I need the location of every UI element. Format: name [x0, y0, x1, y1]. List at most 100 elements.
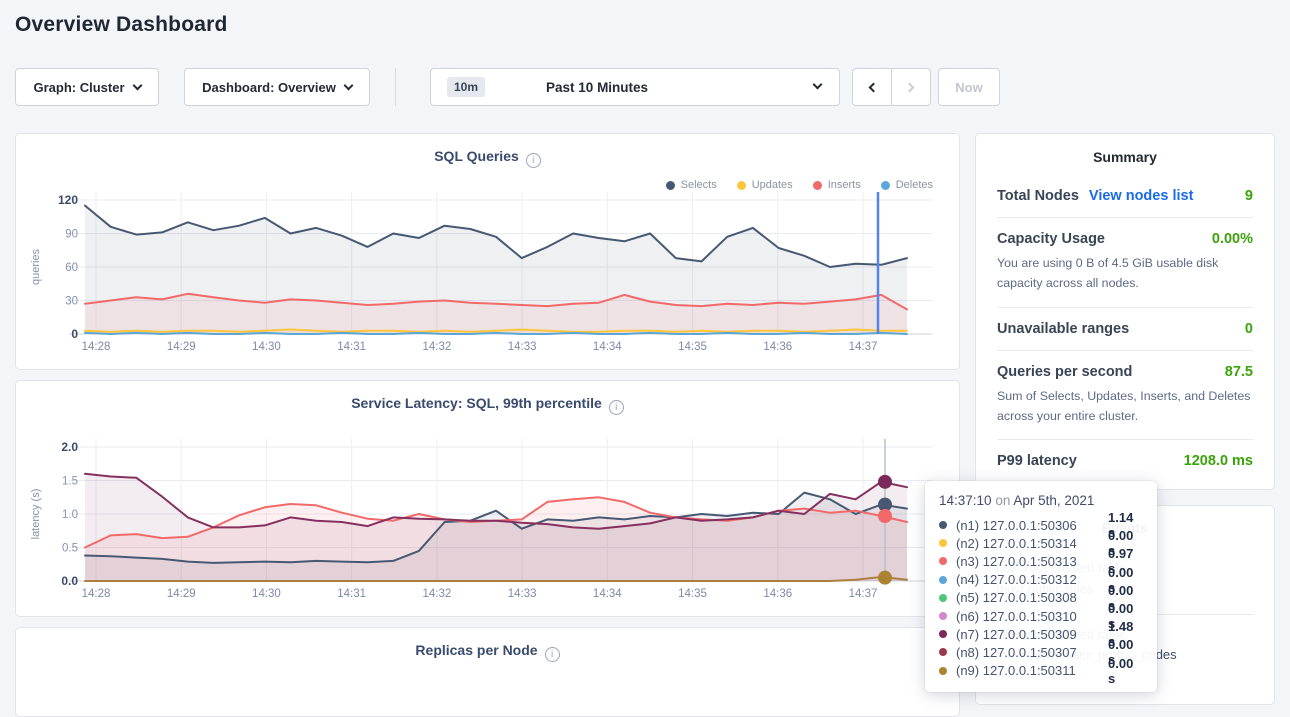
svg-text:14:29: 14:29 [167, 341, 196, 353]
chevron-left-icon [869, 82, 879, 92]
summary-value: 87.5 [1225, 364, 1253, 380]
svg-text:1.5: 1.5 [62, 476, 78, 488]
replicas-per-node-title: Replicas per Node i [16, 628, 959, 662]
node-color-dot [939, 539, 947, 547]
time-prev-button[interactable] [852, 68, 892, 106]
toolbar: Graph: Cluster Dashboard: Overview 10m P… [0, 68, 1290, 106]
summary-caption: You are using 0 B of 4.5 GiB usable disk… [997, 254, 1253, 294]
tooltip-node-label: (n7) 127.0.0.1:50309 [956, 627, 1108, 642]
svg-text:14:34: 14:34 [593, 341, 622, 353]
svg-text:14:28: 14:28 [82, 341, 111, 353]
time-range-label: Past 10 Minutes [546, 80, 648, 95]
sql-queries-chart-canvas[interactable]: 0 30 60 90 120 14:28 14:29 14:30 14:31 14:32 14:33… [16, 134, 959, 369]
chevron-down-icon [132, 80, 142, 90]
graph-dropdown[interactable]: Graph: Cluster [15, 68, 159, 106]
svg-text:2.0: 2.0 [61, 440, 78, 454]
service-latency-panel: Service Latency: SQL, 99th percentilei 0… [15, 380, 960, 617]
tooltip-node-label: (n2) 127.0.0.1:50314 [956, 536, 1108, 551]
svg-text:latency (s): latency (s) [30, 489, 42, 540]
summary-rows: Total Nodes View nodes list 9 Capacity Usag… [976, 165, 1274, 482]
tooltip-node-label: (n5) 127.0.0.1:50308 [956, 590, 1108, 605]
svg-text:0.0: 0.0 [61, 574, 78, 588]
svg-text:14:30: 14:30 [252, 588, 281, 600]
svg-text:14:34: 14:34 [593, 588, 622, 600]
chart-hover-tooltip: 14:37:10 on Apr 5th, 2021 (n1) 127.0.0.1… [925, 481, 1157, 692]
svg-text:0: 0 [71, 327, 78, 341]
page-title: Overview Dashboard [15, 13, 228, 37]
svg-text:60: 60 [65, 262, 78, 274]
summary-value: 9 [1245, 188, 1253, 204]
toolbar-divider [395, 68, 396, 106]
view-nodes-list-link[interactable]: View nodes list [1089, 188, 1194, 204]
node-color-dot [939, 648, 947, 656]
summary-row: Queries per second 87.5 Sum of Selects, Up… [997, 350, 1253, 440]
svg-text:14:30: 14:30 [252, 341, 281, 353]
summary-label: Total Nodes [997, 188, 1079, 204]
svg-text:14:33: 14:33 [508, 341, 537, 353]
replicas-per-node-panel: Replicas per Node i [15, 627, 960, 717]
svg-text:14:36: 14:36 [763, 341, 792, 353]
chevron-down-icon [343, 80, 353, 90]
svg-text:14:29: 14:29 [167, 588, 196, 600]
chevron-right-icon [905, 82, 915, 92]
svg-text:1.0: 1.0 [62, 509, 78, 521]
chevron-down-icon [813, 80, 823, 90]
tooltip-node-label: (n1) 127.0.0.1:50306 [956, 518, 1108, 533]
summary-label: Capacity Usage [997, 231, 1105, 247]
svg-text:14:35: 14:35 [678, 341, 707, 353]
summary-label: Queries per second [997, 364, 1132, 380]
svg-text:0.5: 0.5 [62, 543, 78, 555]
tooltip-node-label: (n8) 127.0.0.1:50307 [956, 645, 1108, 660]
node-color-dot [939, 594, 947, 602]
svg-text:30: 30 [65, 296, 78, 308]
node-color-dot [939, 521, 947, 529]
dashboard-dropdown-label: Dashboard: Overview [202, 80, 336, 95]
svg-text:queries: queries [30, 248, 42, 285]
now-button[interactable]: Now [938, 68, 1000, 106]
tooltip-row: (n9) 127.0.0.1:503110.00 s [939, 662, 1143, 680]
time-range-badge: 10m [447, 77, 485, 97]
node-color-dot [939, 612, 947, 620]
info-icon[interactable]: i [545, 647, 560, 662]
time-range-dropdown[interactable]: 10m Past 10 Minutes [430, 68, 840, 106]
dashboard-dropdown[interactable]: Dashboard: Overview [184, 68, 370, 106]
svg-text:120: 120 [58, 193, 78, 207]
svg-text:90: 90 [65, 229, 78, 241]
svg-text:14:28: 14:28 [82, 588, 111, 600]
tooltip-node-label: (n6) 127.0.0.1:50310 [956, 609, 1108, 624]
node-color-dot [939, 630, 947, 638]
summary-label: P99 latency [997, 453, 1077, 469]
summary-row: Capacity Usage0.00%You are using 0 B of … [997, 217, 1253, 307]
now-button-label: Now [955, 80, 982, 95]
node-color-dot [939, 667, 947, 675]
svg-text:14:36: 14:36 [763, 588, 792, 600]
sql-queries-panel: SQL Queriesi SelectsUpdatesInsertsDelete… [15, 133, 960, 370]
tooltip-node-label: (n9) 127.0.0.1:50311 [956, 663, 1108, 678]
svg-text:14:37: 14:37 [849, 588, 878, 600]
tooltip-node-value: 0.00 s [1108, 656, 1143, 686]
tooltip-rows: (n1) 127.0.0.1:503061.14 s(n2) 127.0.0.1… [939, 516, 1143, 680]
summary-value: 0 [1245, 321, 1253, 337]
tooltip-node-label: (n4) 127.0.0.1:50312 [956, 572, 1108, 587]
summary-row: P99 latency 1208.0 ms [997, 439, 1253, 482]
summary-row: Unavailable ranges 0 [997, 307, 1253, 350]
svg-text:14:37: 14:37 [849, 341, 878, 353]
time-next-button[interactable] [891, 68, 931, 106]
summary-caption: Sum of Selects, Updates, Inserts, and De… [997, 387, 1253, 427]
node-color-dot [939, 576, 947, 584]
tooltip-timestamp: 14:37:10 on Apr 5th, 2021 [939, 493, 1143, 508]
service-latency-chart-canvas[interactable]: 0.00.51.01.52.014:2814:2914:3014:3114:32… [16, 381, 959, 616]
svg-text:14:33: 14:33 [508, 588, 537, 600]
replicas-per-node-title-text: Replicas per Node [415, 642, 537, 658]
svg-text:14:32: 14:32 [422, 341, 451, 353]
summary-title: Summary [976, 134, 1274, 165]
summary-label: Unavailable ranges [997, 321, 1129, 337]
summary-value: 1208.0 ms [1184, 453, 1253, 469]
svg-text:14:35: 14:35 [678, 588, 707, 600]
summary-row: Total Nodes View nodes list 9 [997, 175, 1253, 217]
tooltip-node-label: (n3) 127.0.0.1:50313 [956, 554, 1108, 569]
svg-text:14:32: 14:32 [422, 588, 451, 600]
summary-panel: Summary Total Nodes View nodes list 9 Capac… [975, 133, 1275, 490]
svg-text:14:31: 14:31 [337, 341, 366, 353]
graph-dropdown-label: Graph: Cluster [33, 80, 124, 95]
